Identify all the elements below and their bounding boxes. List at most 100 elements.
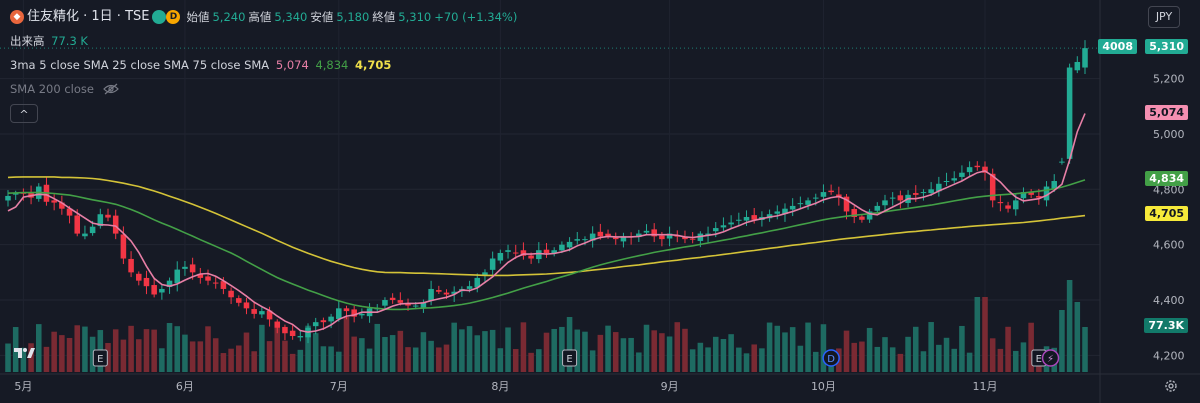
candle-body [789, 205, 796, 210]
candle-body [920, 192, 927, 194]
candle-body [728, 222, 734, 225]
volume-bar [243, 332, 250, 372]
candle-body [297, 336, 304, 338]
volume-bar [743, 353, 750, 372]
volume-bar [736, 347, 742, 372]
candle-body [89, 226, 96, 234]
volume-bar [5, 343, 11, 372]
candle-body [736, 219, 742, 221]
volume-bar [1028, 322, 1034, 372]
volume-bar [82, 326, 88, 372]
candle-body [336, 308, 342, 319]
volume-bar [797, 345, 804, 372]
volume-bar [312, 333, 319, 372]
volume-bar [66, 337, 73, 372]
eye-hidden-icon[interactable] [103, 83, 119, 95]
volume-bar [51, 331, 57, 372]
candle-body [51, 200, 57, 203]
candle-body [859, 216, 865, 220]
candle-body [389, 297, 396, 301]
ma75-line [7, 176, 1086, 277]
market-status[interactable]: D [152, 10, 183, 24]
candle-body [474, 277, 481, 288]
open-label: 始値 [186, 10, 210, 24]
volume-bar [1020, 342, 1027, 372]
candle-body [843, 196, 850, 212]
candle-body [143, 277, 150, 287]
volume-bar [289, 353, 296, 372]
candle-body [659, 235, 665, 240]
candle-body [697, 233, 704, 241]
volume-bar [859, 341, 865, 372]
earnings-marker [562, 349, 578, 367]
volume-bar [120, 339, 127, 372]
volume-bar [605, 325, 611, 372]
volume-bar [674, 322, 681, 372]
volume-bar [343, 317, 350, 372]
volume-bar [897, 353, 904, 372]
volume-label: 出来高 [10, 34, 45, 48]
event-marker-label: E [97, 354, 103, 365]
candle-body [436, 290, 442, 292]
candle-body [959, 172, 965, 177]
volume-bar [697, 342, 704, 372]
volume-bar [712, 336, 719, 372]
candle-body [512, 252, 519, 254]
candle-body [505, 250, 511, 252]
volume-bar [912, 326, 919, 372]
volume-bar [497, 348, 504, 372]
candle-body [412, 305, 419, 307]
settings-gear-icon[interactable] [1163, 378, 1179, 394]
candle-body [259, 311, 265, 315]
candle-body [551, 250, 557, 254]
candle-body [1005, 205, 1011, 209]
volume-legend[interactable]: 出来高 77.3 K [10, 33, 91, 49]
candle-body [420, 302, 427, 308]
symbol-title[interactable]: 住友精化 · 1日 · TSE [27, 9, 150, 24]
candle-body [689, 238, 696, 240]
y-tick-label: 4,200 [1153, 349, 1185, 362]
volume-bar [89, 336, 96, 372]
candle-body [74, 215, 81, 234]
volume-bar [720, 339, 727, 372]
market-status-icon [152, 10, 167, 24]
volume-bar [643, 324, 650, 372]
volume-bar [259, 324, 265, 372]
currency-button[interactable]: JPY [1148, 6, 1180, 28]
volume-bar [251, 351, 257, 372]
volume-bar [159, 348, 165, 372]
candle-body [105, 214, 111, 218]
candle-body [682, 236, 688, 240]
volume-bar [851, 342, 857, 372]
volume-bar [666, 336, 673, 372]
volume-bar [1059, 310, 1065, 372]
volume-bar [105, 343, 111, 372]
ma-legend[interactable]: 3ma 5 close SMA 25 close SMA 75 close SM… [10, 57, 394, 73]
volume-bar [59, 335, 65, 372]
volume-bar [812, 351, 819, 372]
volume-bar [543, 332, 550, 372]
sma200-label: SMA 200 close [10, 82, 94, 96]
sma200-legend[interactable]: SMA 200 close [10, 81, 119, 97]
volume-bar [297, 349, 304, 372]
chevron-up-icon: ^ [19, 108, 29, 121]
collapse-legend-button[interactable]: ^ [10, 104, 38, 123]
volume-bar [651, 330, 657, 372]
candle-body [397, 300, 404, 303]
volume-bar [336, 351, 342, 372]
candle-body [82, 233, 88, 237]
volume-bar [182, 334, 188, 372]
y-tick-label: 4,600 [1153, 239, 1185, 252]
volume-bar [982, 297, 988, 372]
event-marker-label: ⚡ [1047, 354, 1054, 365]
candle-body [636, 233, 642, 238]
volume-bar [1012, 350, 1019, 372]
x-tick-label: 9月 [661, 380, 679, 393]
tradingview-logo-icon[interactable] [12, 344, 36, 360]
candle-body [712, 228, 719, 232]
volume-bar [805, 322, 811, 372]
low-label: 安値 [310, 10, 334, 24]
volume-bar [282, 340, 288, 372]
